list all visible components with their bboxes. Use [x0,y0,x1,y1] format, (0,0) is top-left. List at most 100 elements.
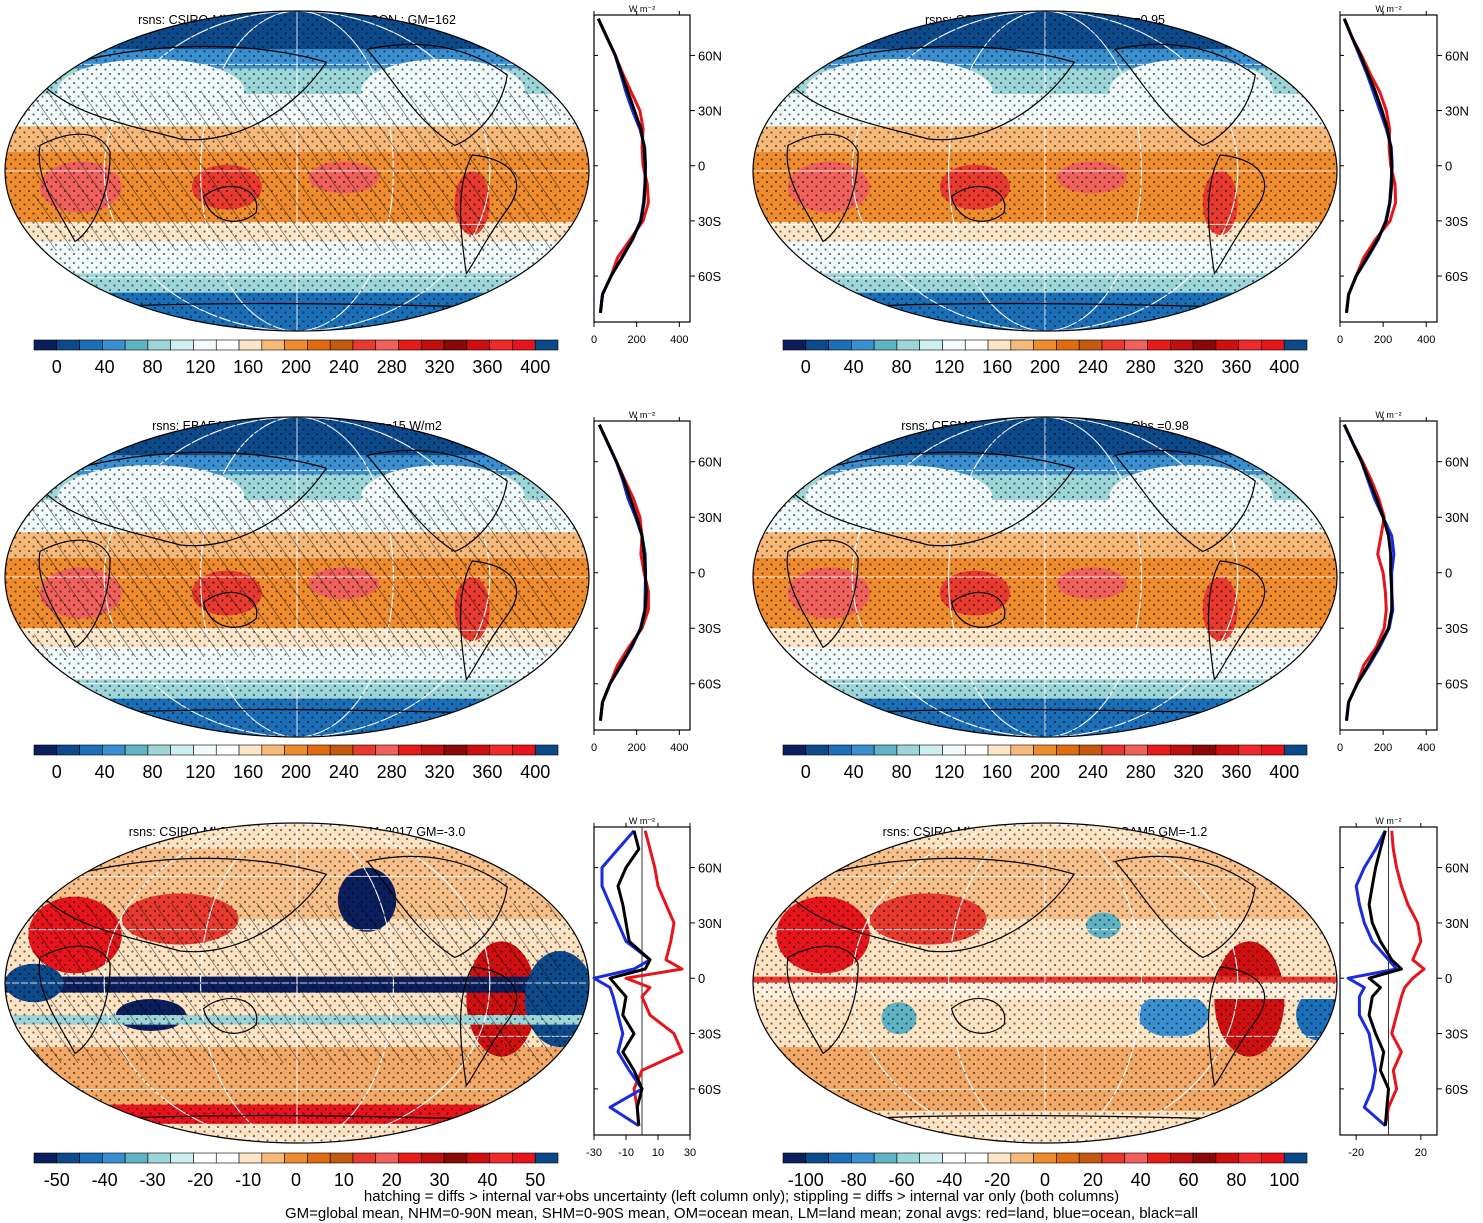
zonal-x-label: -10 [618,1147,634,1159]
colorbar-cell [783,340,806,350]
colorbar-cell [1011,1153,1034,1163]
colorbar-cell [1216,340,1239,350]
zonal-unit-label: W m⁻² [1375,4,1401,14]
hatching [34,903,560,1063]
panel-2: rsns: CSIRO-Mk3-6-0 PatCor vs Obs =0.950… [753,4,1469,377]
colorbar-cell [1011,745,1034,755]
colorbar-cell [920,340,943,350]
zonal-lat-label: 60S [698,677,721,692]
zonal-lat-label: 60N [1445,455,1469,470]
colorbar-cell [1125,1153,1148,1163]
zonal-x-label: 0 [591,334,597,346]
hatching [34,91,560,251]
colorbar-tick-label: 240 [329,357,359,377]
colorbar-cell [490,1153,513,1163]
colorbar-cell [988,1153,1011,1163]
colorbar-cell [239,340,262,350]
colorbar-tick-label: 10 [334,1170,354,1190]
colorbar-cell [444,745,467,755]
stippling [753,823,1337,1143]
map [5,417,589,737]
zonal-lat-label: 60N [1445,861,1469,876]
colorbar-tick-label: 400 [1269,762,1299,782]
colorbar-cell [171,745,194,755]
colorbar-cell [1170,1153,1193,1163]
colorbar-tick-label: 120 [934,357,964,377]
colorbar-tick-label: 60 [1179,1170,1199,1190]
colorbar-cell [34,340,57,350]
panel-4: rsns: CESM1-CAM5: GM=163 PatCor vs Obs =… [753,410,1469,782]
colorbar-tick-label: -30 [139,1170,165,1190]
zonal-x-label: 20 [1415,1147,1427,1159]
map [753,11,1337,331]
zonal-unit-label: W m⁻² [629,4,655,14]
colorbar-tick-label: 280 [1126,357,1156,377]
colorbar-cell [399,1153,422,1163]
colorbar-cell [376,1153,399,1163]
colorbar-cell [920,1153,943,1163]
colorbar-tick-label: 240 [329,762,359,782]
colorbar-cell [1102,340,1125,350]
colorbar-cell [1239,340,1262,350]
colorbar-tick-label: 200 [281,762,311,782]
colorbar-tick-label: 160 [233,357,263,377]
colorbar-cell [874,1153,897,1163]
colorbar-cell [262,340,285,350]
colorbar-cell [376,745,399,755]
zonal-lat-label: 30S [1445,621,1468,636]
colorbar-cell [535,745,558,755]
colorbar-tick-label: 120 [185,762,215,782]
zonal-lat-label: 30S [698,621,721,636]
map [5,11,589,331]
colorbar-tick-label: -10 [235,1170,261,1190]
zonal-x-label: 200 [627,742,645,754]
zonal-lat-label: 30N [1445,104,1469,119]
zonal-x-label: 400 [1417,334,1435,346]
zonal-lat-label: 0 [1445,159,1452,174]
colorbar-cell [285,745,308,755]
colorbar-tick-label: 160 [982,762,1012,782]
colorbar-cell [829,745,852,755]
colorbar-cell [1102,745,1125,755]
zonal-frame [1340,15,1437,322]
colorbar-cell [1056,340,1079,350]
colorbar-cell [1193,745,1216,755]
colorbar-cell [535,340,558,350]
colorbar-cell [942,745,965,755]
zonal-x-label: 200 [627,334,645,346]
colorbar-tick-label: -20 [984,1170,1010,1190]
colorbar-tick-label: 360 [472,357,502,377]
colorbar-cell [1034,340,1057,350]
colorbar-cell [239,745,262,755]
colorbar-tick-label: 400 [520,357,550,377]
colorbar-cell [421,1153,444,1163]
colorbar-cell [148,340,171,350]
colorbar-tick-label: 40 [477,1170,497,1190]
colorbar-tick-label: -50 [44,1170,70,1190]
colorbar-cell [1216,1153,1239,1163]
zonal-x-label: 30 [684,1147,696,1159]
colorbar-cell [920,745,943,755]
colorbar-cell [353,1153,376,1163]
zonal-lat-label: 30N [1445,916,1469,931]
colorbar-tick-label: 40 [95,762,115,782]
zonal-lat-label: 60S [1445,1082,1468,1097]
colorbar-cell [1148,1153,1171,1163]
colorbar-tick-label: 0 [801,357,811,377]
colorbar-cell [965,745,988,755]
colorbar-cell [125,340,148,350]
colorbar-cell [512,745,535,755]
colorbar-cell [330,745,353,755]
colorbar-cell [1011,340,1034,350]
colorbar-cell [490,745,513,755]
colorbar-tick-label: 360 [1221,762,1251,782]
colorbar-cell [1261,1153,1284,1163]
colorbar-cell [1148,340,1171,350]
colorbar-cell [829,1153,852,1163]
colorbar-cell [1079,1153,1102,1163]
colorbar-cell [57,340,80,350]
zonal-lat-label: 0 [698,971,705,986]
